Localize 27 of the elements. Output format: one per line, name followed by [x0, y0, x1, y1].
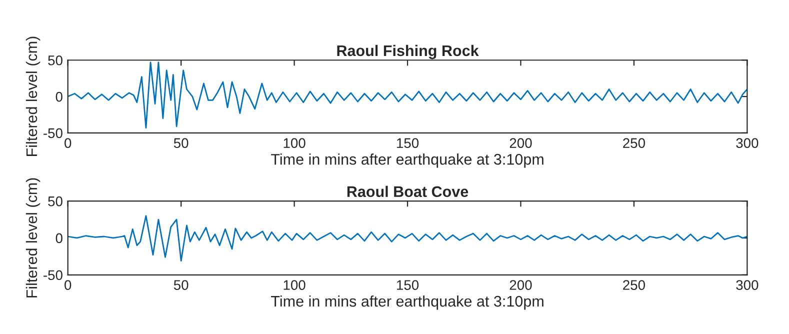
x-tick-label: 100 — [284, 138, 306, 148]
x-axis-title: Time in mins after earthquake at 3:10pm — [271, 154, 544, 168]
x-tick-label: 150 — [396, 138, 419, 148]
y-tick-label: -50 — [44, 128, 62, 138]
x-tick-label: 250 — [623, 280, 646, 290]
chart-title: Raoul Boat Cove — [347, 186, 468, 198]
y-axis-title: Filtered level (cm) — [26, 178, 40, 298]
x-tick-label: 100 — [284, 280, 306, 290]
x-axis-title: Time in mins after earthquake at 3:10pm — [271, 295, 544, 310]
y-tick-label: 0 — [56, 233, 62, 244]
y-tick-label: 0 — [56, 92, 62, 102]
line-series — [68, 215, 748, 262]
x-tick-label: 150 — [396, 280, 419, 290]
y-tick-label: 50 — [48, 55, 62, 66]
x-tick-label: 50 — [174, 138, 188, 148]
x-tick-label: 200 — [510, 138, 532, 148]
x-tick-label: 300 — [736, 138, 758, 148]
y-axis-title: Filtered level (cm) — [26, 36, 40, 156]
x-tick-label: 0 — [64, 138, 72, 148]
x-tick-label: 0 — [64, 280, 72, 290]
x-tick-label: 200 — [510, 280, 532, 290]
y-tick-label: -50 — [44, 270, 62, 280]
x-tick-label: 250 — [623, 138, 646, 148]
chart-title: Raoul Fishing Rock — [337, 44, 479, 60]
x-tick-label: 50 — [174, 280, 188, 290]
x-tick-label: 300 — [736, 280, 758, 290]
y-tick-label: 50 — [48, 196, 62, 206]
